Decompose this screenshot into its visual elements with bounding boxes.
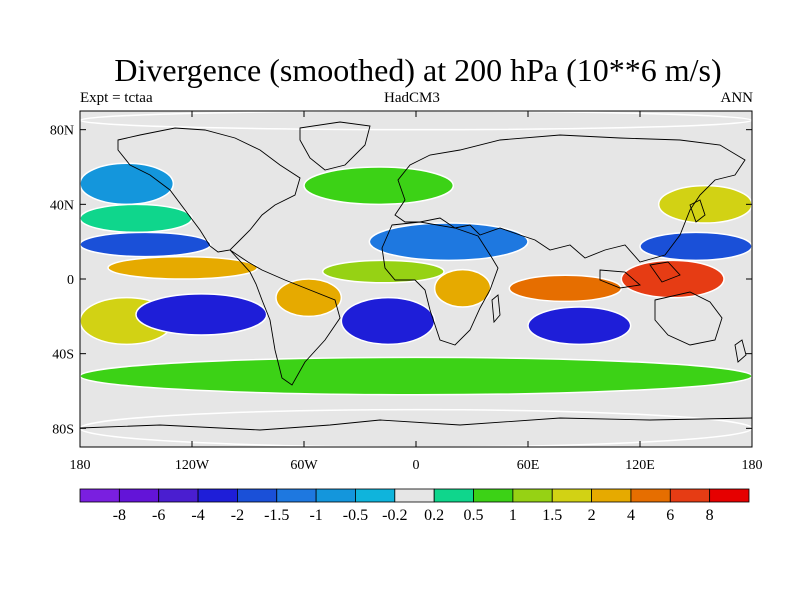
lon-tick-label: 60W — [290, 458, 318, 473]
experiment-label: Expt = tctaa — [80, 90, 153, 106]
colorbar-label: -0.5 — [343, 507, 368, 524]
colorbar-swatch — [551, 488, 592, 503]
lat-tick-label: 80S — [52, 422, 74, 437]
colorbar-label: -2 — [231, 507, 244, 524]
colorbar-swatch — [512, 488, 553, 503]
colorbar-swatch — [355, 488, 396, 503]
field-region-arctic — [80, 111, 752, 131]
field-region-tropical-atlantic — [321, 259, 445, 284]
field-region-north-pacific-mid — [80, 162, 175, 206]
field-region-east-pacific-itcz — [107, 255, 259, 280]
colorbar-label: 8 — [706, 507, 714, 524]
field-region-central-africa — [433, 268, 492, 308]
colorbar-swatch — [433, 488, 474, 503]
field-region-north-africa-div — [368, 222, 529, 262]
colorbar-label: 4 — [627, 507, 635, 524]
lat-tick-label: 80N — [50, 124, 74, 139]
lon-tick-label: 120E — [625, 458, 655, 473]
field-region-south-pacific-div — [135, 293, 268, 336]
field-region-southern-ocean-belt — [80, 356, 752, 396]
lon-tick-label: 180 — [742, 458, 763, 473]
field-region-amazon — [275, 278, 343, 318]
model-label: HadCM3 — [384, 90, 440, 106]
colorbar-label: 1 — [509, 507, 517, 524]
colorbar-label: 0.5 — [464, 507, 484, 524]
colorbar-swatch — [197, 488, 238, 503]
colorbar-label: 2 — [588, 507, 596, 524]
lon-tick-label: 120W — [175, 458, 210, 473]
colorbar-label: -6 — [152, 507, 165, 524]
colorbar-swatch — [276, 488, 317, 503]
colorbar-swatch — [315, 488, 356, 503]
colorbar-swatch — [118, 488, 160, 503]
lon-tick-label: 60E — [517, 458, 540, 473]
lon-tick-label: 0 — [413, 458, 420, 473]
colorbar-swatch — [709, 488, 750, 503]
field-region-south-indian-div — [527, 306, 632, 346]
map-axes: 80N 40N 0 40S 80S 180 120W 60W 0 60E 120E 180 — [50, 111, 763, 473]
field-region-maritime-continent — [620, 259, 725, 299]
colorbar-swatch — [79, 488, 120, 503]
field-region-indian-ocean-conv — [508, 274, 623, 303]
colorbar-label: 0.2 — [424, 507, 444, 524]
lat-tick-label: 0 — [67, 273, 74, 288]
divergence-field — [80, 111, 752, 447]
colorbar-swatch — [158, 488, 199, 503]
field-region-north-pacific-sub — [80, 203, 193, 234]
colorbar-swatch — [591, 488, 632, 503]
lat-tick-label: 40S — [52, 348, 74, 363]
colorbar-label: -1 — [309, 507, 322, 524]
colorbar-label: -8 — [113, 507, 126, 524]
coastlines — [80, 121, 752, 431]
field-region-south-atlantic-div — [340, 296, 436, 346]
lon-tick-label: 180 — [70, 458, 91, 473]
lat-tick-label: 40N — [50, 198, 74, 213]
colorbar-swatch — [669, 488, 711, 503]
colorbar-swatch — [394, 488, 435, 503]
colorbar-label: -0.2 — [382, 507, 407, 524]
field-region-northwest-pacific — [639, 231, 752, 262]
field-region-north-pacific-jet — [657, 184, 752, 224]
colorbar-swatch — [473, 488, 514, 503]
field-region-north-pacific-trop — [80, 231, 212, 258]
colorbar-label: 6 — [666, 507, 674, 524]
colorbar-label: -4 — [191, 507, 204, 524]
colorbar-label: -1.5 — [264, 507, 289, 524]
colorbar-label: 1.5 — [542, 507, 562, 524]
colorbar-swatch — [237, 488, 278, 503]
season-label: ANN — [720, 90, 754, 106]
colorbar-swatch — [630, 488, 671, 503]
colorbar: -8 -6 -4 -2 -1.5 -1 -0.5 -0.2 0.2 0.5 1 1.5 2 4 6 8 — [79, 488, 750, 524]
chart-title: Divergence (smoothed) at 200 hPa (10**6 … — [114, 52, 722, 88]
field-region-north-atlantic — [303, 166, 455, 206]
field-region-antarctic — [80, 408, 752, 447]
